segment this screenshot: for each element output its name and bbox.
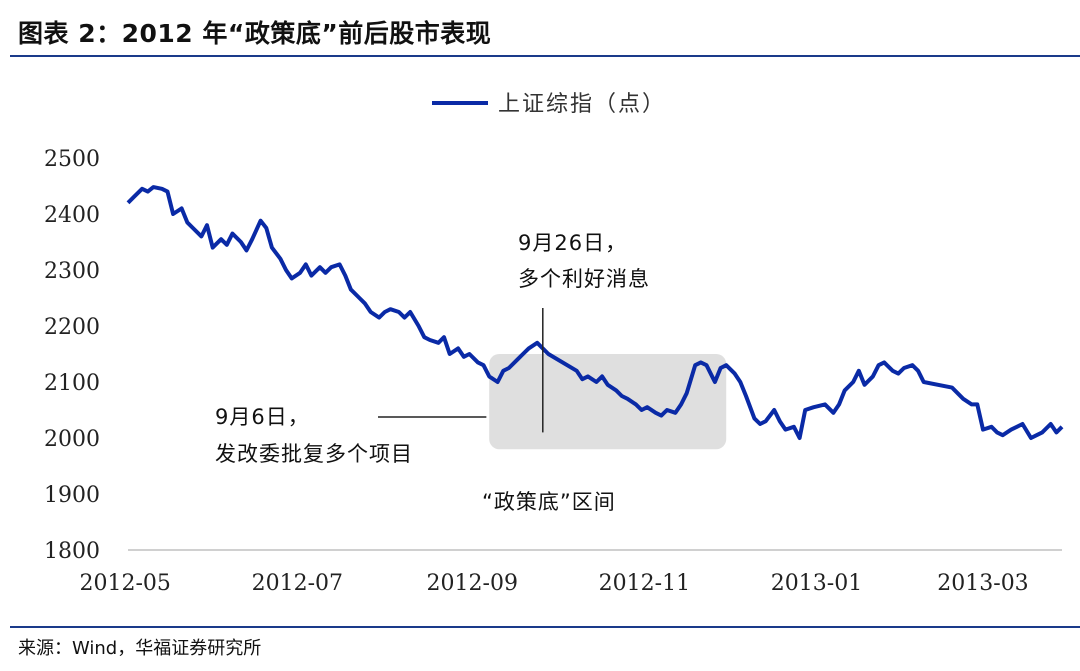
x-tick-label: 2012-09 xyxy=(427,571,518,596)
top-rule xyxy=(10,55,1080,57)
annotation-sep-6: 9月6日， 发改委批复多个项目 xyxy=(215,405,487,466)
annotation-sep-26-line2: 多个利好消息 xyxy=(518,267,650,291)
annotation-sep-6-line1: 9月6日， xyxy=(215,405,310,429)
y-tick-label: 1900 xyxy=(44,483,100,508)
x-tick-label: 2013-03 xyxy=(937,571,1028,596)
series-line-shanghai-composite xyxy=(126,185,1064,440)
bottom-rule xyxy=(10,626,1080,628)
y-axis-ticks: 1800 1900 2000 2100 2200 2300 2400 2500 xyxy=(44,147,100,564)
x-tick-label: 2012-07 xyxy=(252,571,343,596)
x-axis-ticks: 2012-05 2012-07 2012-09 2012-11 2013-01 2013-… xyxy=(79,571,1028,596)
policy-bottom-region xyxy=(489,354,727,450)
y-tick-label: 2500 xyxy=(44,147,100,172)
chart-title: 图表 2：2012 年“政策底”前后股市表现 xyxy=(18,19,492,48)
policy-bottom-region-label: “政策底”区间 xyxy=(482,490,616,514)
annotation-sep-26-line1: 9月26日， xyxy=(518,231,627,255)
y-tick-label: 2000 xyxy=(44,427,100,452)
source-note: 来源：Wind，华福证券研究所 xyxy=(18,638,262,659)
x-tick-label: 2012-11 xyxy=(599,571,690,596)
y-tick-label: 2300 xyxy=(44,259,100,284)
x-tick-label: 2013-01 xyxy=(771,571,862,596)
legend: 上证综指（点） xyxy=(432,92,666,117)
legend-label: 上证综指（点） xyxy=(498,92,666,117)
y-tick-label: 2100 xyxy=(44,371,100,396)
y-tick-label: 1800 xyxy=(44,539,100,564)
x-tick-label: 2012-05 xyxy=(79,571,170,596)
annotation-sep-6-line2: 发改委批复多个项目 xyxy=(215,442,413,466)
y-tick-label: 2200 xyxy=(44,315,100,340)
annotation-sep-26: 9月26日， 多个利好消息 xyxy=(518,231,650,433)
y-tick-label: 2400 xyxy=(44,203,100,228)
